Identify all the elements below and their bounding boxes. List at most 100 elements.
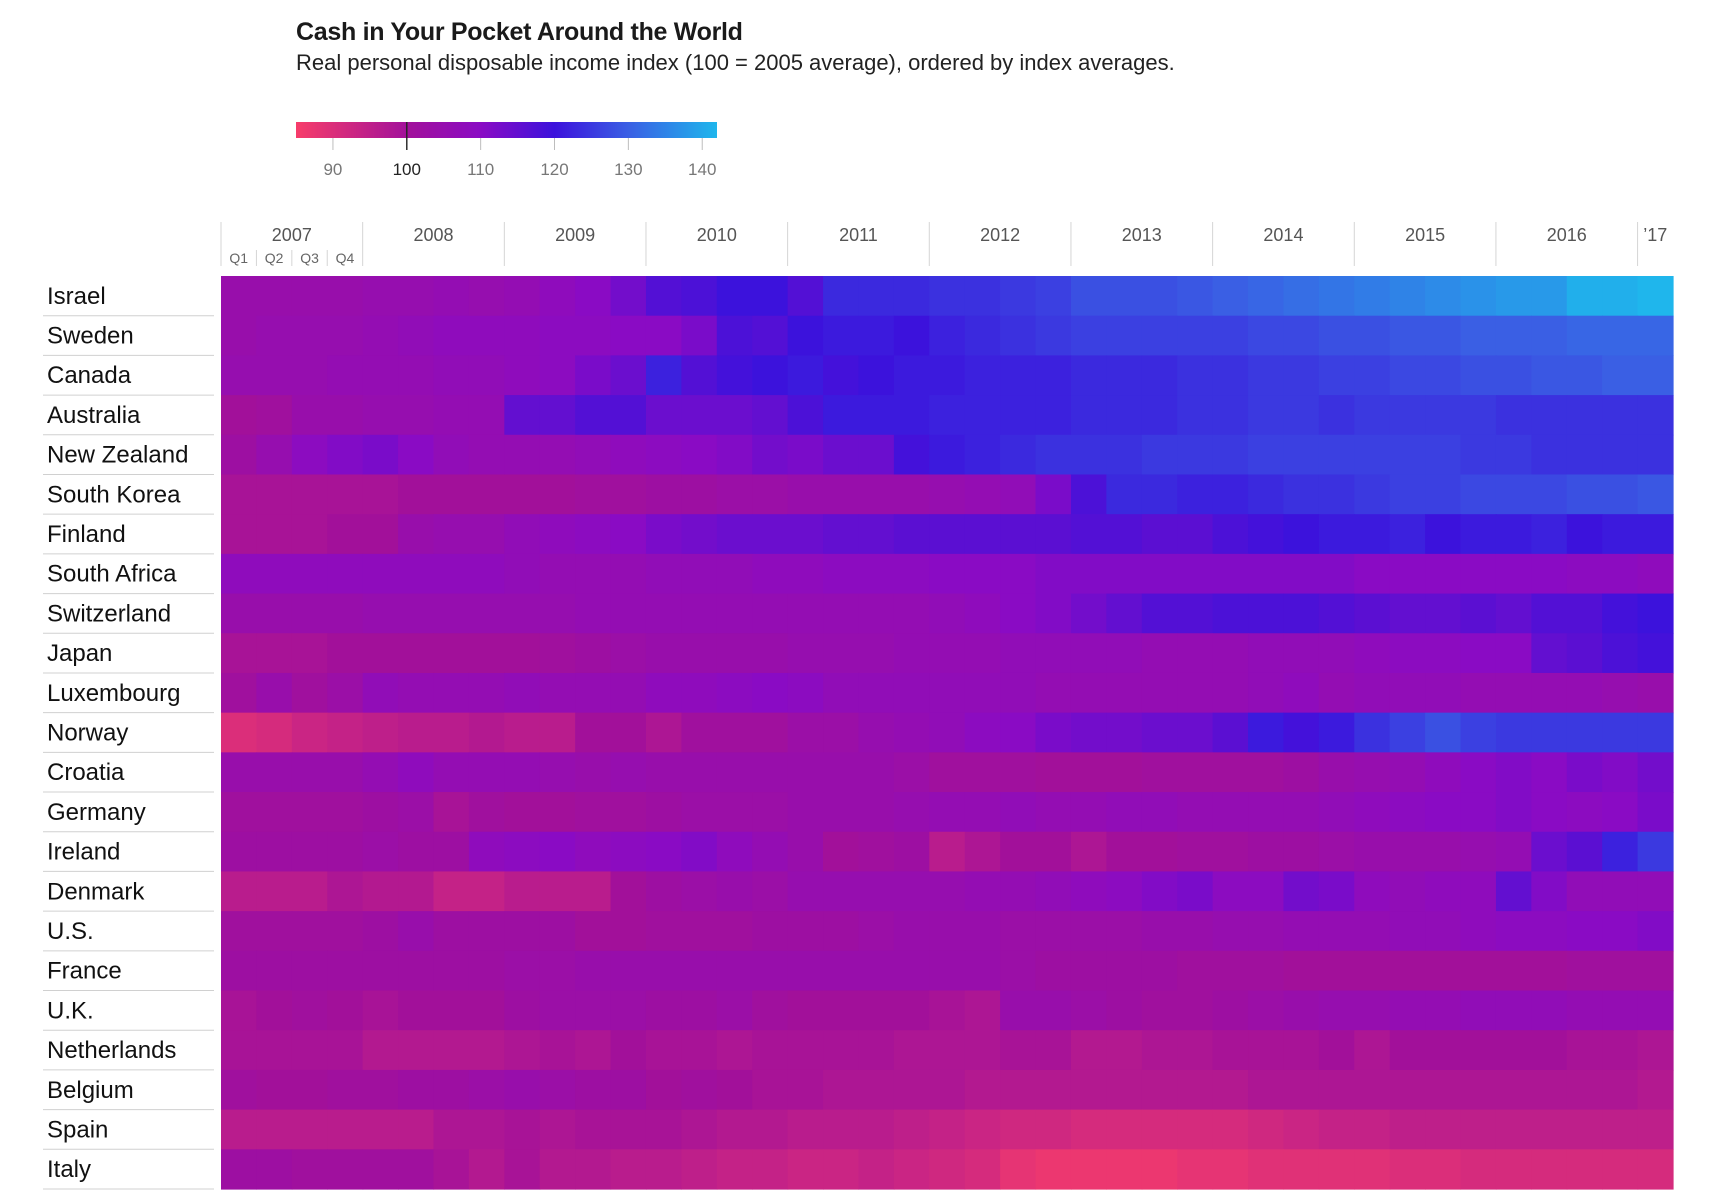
heatmap-cell [645,911,682,952]
heatmap-cell [433,395,470,436]
heatmap-cell [1177,434,1214,476]
heatmap-cell [1460,434,1497,476]
heatmap-cell [929,831,966,873]
heatmap-cell [1495,990,1532,1031]
heatmap-cell [1566,276,1603,317]
heatmap-cell [1389,553,1426,595]
heatmap-cell [468,553,505,595]
heatmap-cell [1318,514,1355,555]
heatmap-cell [1637,1149,1674,1190]
heatmap-cell [1141,1069,1178,1111]
heatmap-cell [1106,434,1143,476]
heatmap-cell [1283,633,1320,674]
heatmap-cell [1035,593,1072,634]
heatmap-cell [893,672,930,714]
heatmap-cell [1531,990,1568,1031]
heatmap-cell [645,990,682,1031]
heatmap-cell [1602,593,1639,634]
heatmap-cell [1212,276,1249,317]
heatmap-cell [398,434,435,476]
heatmap-cell [1425,1149,1462,1190]
heatmap-cell [681,633,718,674]
heatmap-cell [610,831,647,873]
heatmap-cell [645,474,682,515]
heatmap-cell [468,1149,505,1190]
heatmap-cell [893,792,930,833]
heatmap-cell [1425,395,1462,436]
heatmap-cell [575,633,612,674]
heatmap-cell [610,712,647,753]
heatmap-cell [1070,276,1107,317]
heatmap-cell [433,831,470,873]
heatmap-cell [1177,633,1214,674]
heatmap-cell [1070,950,1107,992]
heatmap-cell [1248,831,1285,873]
legend-tick-label: 110 [467,160,494,179]
heatmap-cell [433,712,470,753]
heatmap-cell [362,712,399,753]
heatmap-cell [893,1069,930,1111]
heatmap-cell [291,315,328,356]
heatmap-cell [1495,355,1532,396]
heatmap-cell [716,315,753,356]
heatmap-cell [504,871,541,912]
heatmap-cell [327,950,364,992]
heatmap-cell [1637,434,1674,476]
heatmap-cell [1000,553,1037,595]
heatmap-cell [575,950,612,992]
heatmap-cell [1354,950,1391,992]
heatmap-cell [1283,1149,1320,1190]
heatmap-cell [256,1030,293,1071]
heatmap-cell [1035,672,1072,714]
heatmap-cell [1035,514,1072,555]
heatmap-cell [398,672,435,714]
heatmap-cell [929,1109,966,1150]
heatmap-cell [398,871,435,912]
heatmap-cell [681,276,718,317]
heatmap-cell [362,633,399,674]
heatmap-cell [433,871,470,912]
heatmap-cell [504,950,541,992]
heatmap-cell [1035,990,1072,1031]
heatmap-cell [610,911,647,952]
heatmap-cell [1141,355,1178,396]
heatmap-cell [610,395,647,436]
heatmap-cell [929,434,966,476]
heatmap-cell [256,1109,293,1150]
heatmap-cell [1283,911,1320,952]
heatmap-cell [787,831,824,873]
heatmap-cell [1318,871,1355,912]
heatmap-cell [468,990,505,1031]
row-label: France [47,958,122,985]
heatmap-cell [1177,871,1214,912]
heatmap-cell [1318,712,1355,753]
heatmap-cell [1141,831,1178,873]
heatmap-cell [504,276,541,317]
heatmap-cell [1389,911,1426,952]
heatmap-cell [929,1069,966,1111]
heatmap-cell [1425,633,1462,674]
heatmap-cell [610,792,647,833]
heatmap-cell [787,633,824,674]
heatmap-cell [468,911,505,952]
heatmap-cell [716,474,753,515]
heatmap-cell [610,434,647,476]
heatmap-cell [1035,1109,1072,1150]
heatmap-cell [1318,633,1355,674]
heatmap-cell [221,514,258,555]
heatmap-cell [291,593,328,634]
heatmap-cell [1531,553,1568,595]
heatmap-cell [1531,871,1568,912]
heatmap-cell [929,395,966,436]
heatmap-cell [645,395,682,436]
heatmap-cell [1177,514,1214,555]
heatmap-cell [1106,553,1143,595]
heatmap-cell [1141,752,1178,793]
heatmap-cell [964,593,1001,634]
heatmap-cell [823,1149,860,1190]
heatmap-cell [1070,911,1107,952]
heatmap-cell [681,712,718,753]
heatmap-cell [1177,1149,1214,1190]
heatmap-cell [823,792,860,833]
heatmap-cell [1354,712,1391,753]
